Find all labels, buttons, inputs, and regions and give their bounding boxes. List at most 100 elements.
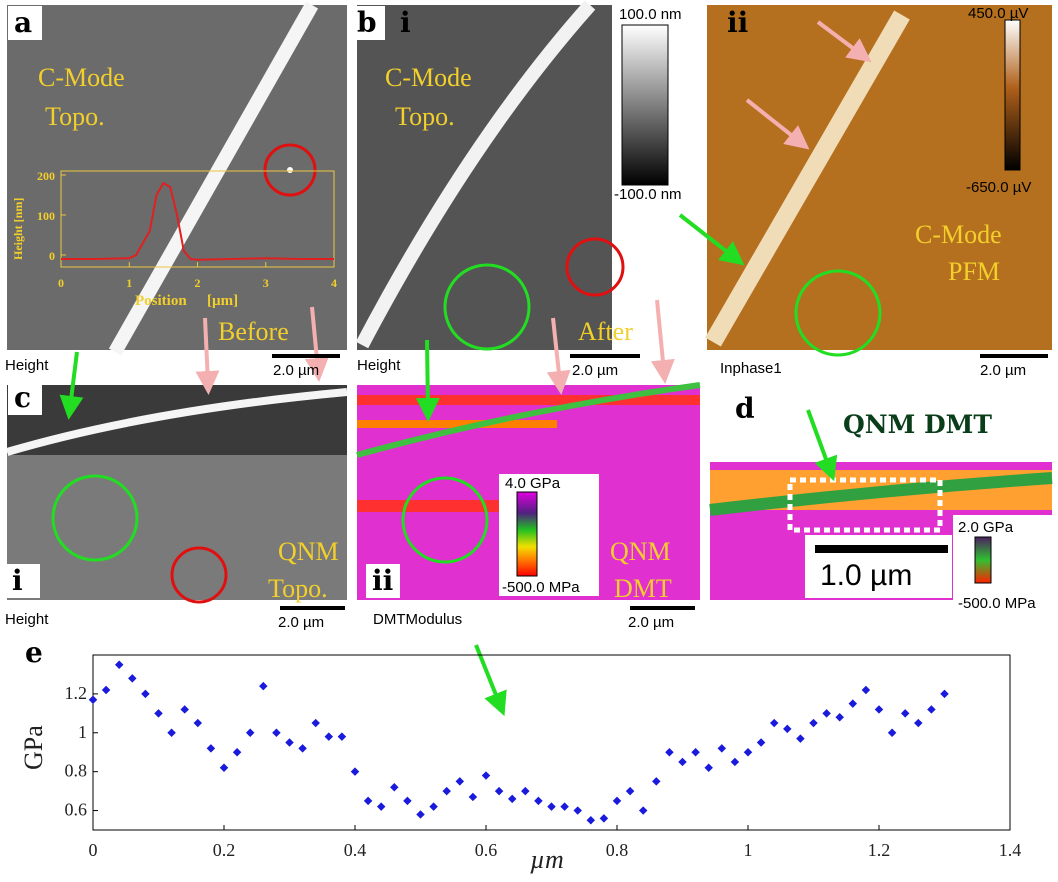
label: C-Mode xyxy=(385,63,472,92)
point xyxy=(285,738,293,746)
point xyxy=(338,732,346,740)
label: C-Mode xyxy=(915,220,1002,249)
point xyxy=(875,705,883,713)
x-tick-label: 0.4 xyxy=(344,840,367,860)
point xyxy=(377,802,385,810)
colorbar xyxy=(975,537,991,583)
x-tick-label: 4 xyxy=(331,276,337,290)
point xyxy=(927,705,935,713)
point xyxy=(351,767,359,775)
point xyxy=(311,719,319,727)
panel-b-i-image xyxy=(357,5,668,350)
point xyxy=(560,802,568,810)
label: C-Mode xyxy=(38,63,125,92)
point xyxy=(128,674,136,682)
x-tick-label: 2 xyxy=(195,276,201,290)
point xyxy=(246,729,254,737)
x-tick-label: 0 xyxy=(89,840,98,860)
point xyxy=(914,719,922,727)
x-tick-label: 1.4 xyxy=(999,840,1022,860)
y-tick-label: 0.6 xyxy=(65,800,88,820)
label: -650.0 µV xyxy=(966,179,1031,196)
point xyxy=(403,797,411,805)
y-label: GPa xyxy=(19,725,48,770)
panel-label: b xyxy=(357,6,377,39)
point xyxy=(102,686,110,694)
point xyxy=(259,682,267,690)
label: Height xyxy=(357,357,401,374)
point xyxy=(849,699,857,707)
point xyxy=(154,709,162,717)
x-tick-label: 1 xyxy=(744,840,753,860)
point xyxy=(220,764,228,772)
x-tick-label: 3 xyxy=(263,276,269,290)
panel-label: i xyxy=(12,564,23,597)
y-tick-label: 0.8 xyxy=(65,761,88,781)
point xyxy=(141,690,149,698)
colorbar-box xyxy=(499,474,599,596)
label: Inphase1 xyxy=(720,360,782,377)
point xyxy=(364,797,372,805)
label: 4.0 GPa xyxy=(505,475,561,492)
point xyxy=(298,744,306,752)
point xyxy=(678,758,686,766)
panel-label: ii xyxy=(372,564,393,597)
point xyxy=(207,744,215,752)
label: Height xyxy=(5,611,49,628)
x-unit: [µm] xyxy=(207,293,238,309)
point xyxy=(731,758,739,766)
label: 1.0 µm xyxy=(820,559,912,592)
y-tick-label: 100 xyxy=(37,209,55,223)
arrow xyxy=(427,340,428,410)
point xyxy=(456,777,464,785)
label: -500.0 MPa xyxy=(502,579,580,596)
panel-c-ii-image xyxy=(357,385,700,600)
point xyxy=(888,729,896,737)
point xyxy=(587,816,595,824)
point xyxy=(89,695,97,703)
point xyxy=(901,709,909,717)
point xyxy=(272,729,280,737)
y-tick-label: 1.2 xyxy=(65,683,88,703)
panel-c-i-image xyxy=(7,385,347,602)
label: 2.0 GPa xyxy=(958,519,1014,536)
point xyxy=(600,814,608,822)
point xyxy=(613,797,621,805)
label: QNM xyxy=(278,537,339,566)
point xyxy=(469,793,477,801)
point xyxy=(508,795,516,803)
point xyxy=(626,787,634,795)
label: 2.0 µm xyxy=(628,614,674,631)
x-label: Position xyxy=(135,293,187,309)
point xyxy=(718,744,726,752)
y-tick-label: 0 xyxy=(49,249,55,263)
point xyxy=(167,729,175,737)
colorbar xyxy=(1005,20,1020,170)
point xyxy=(639,806,647,814)
point xyxy=(665,748,673,756)
y-tick-label: 1 xyxy=(78,722,87,742)
point xyxy=(822,709,830,717)
arrow xyxy=(808,410,830,470)
point xyxy=(442,787,450,795)
point xyxy=(495,787,503,795)
point xyxy=(704,764,712,772)
panel-label: e xyxy=(25,636,43,669)
point xyxy=(652,777,660,785)
point xyxy=(194,719,202,727)
arrow xyxy=(657,300,664,372)
label: 2.0 µm xyxy=(273,362,319,379)
point xyxy=(534,797,542,805)
figure: aC-ModeTopo.BeforeHeight2.0 µmbiC-ModeTo… xyxy=(0,0,1058,877)
point xyxy=(547,802,555,810)
label: 2.0 µm xyxy=(980,362,1026,379)
label: 450.0 µV xyxy=(968,5,1028,22)
point xyxy=(757,738,765,746)
point xyxy=(390,783,398,791)
label: -500.0 MPa xyxy=(958,595,1036,612)
x-tick-label: 0.2 xyxy=(213,840,236,860)
particle xyxy=(287,167,293,173)
point xyxy=(482,771,490,779)
x-label: µm xyxy=(530,845,564,874)
